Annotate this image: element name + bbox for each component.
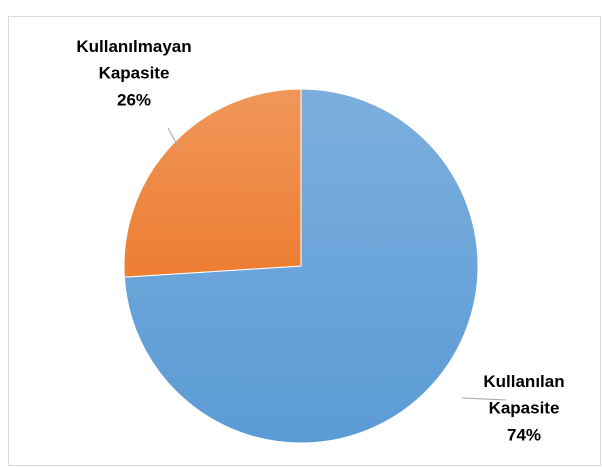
label-line: Kullanılmayan [76, 37, 191, 56]
leader-line [461, 397, 507, 401]
leader-line [167, 127, 181, 151]
value-label: 74% [507, 425, 541, 444]
label-line: Kullanılan [483, 372, 564, 391]
label-line: Kapasite [489, 399, 560, 418]
pie-slice [123, 88, 302, 278]
value-label: 26% [117, 90, 151, 109]
slice-label: Kullanılmayan Kapasite [76, 37, 191, 83]
slice-label: Kullanılan Kapasite [483, 372, 564, 418]
label-line: Kapasite [99, 64, 170, 83]
